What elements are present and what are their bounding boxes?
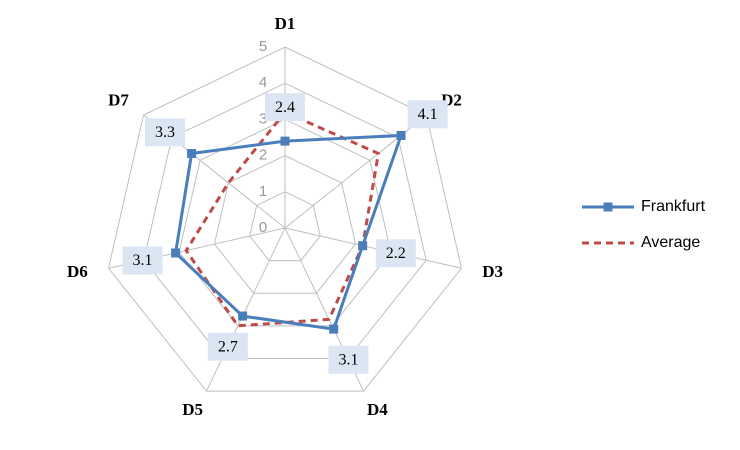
value-label: 3.3 (155, 124, 175, 141)
grid-ring (107, 46, 463, 392)
legend-label: Average (641, 234, 700, 251)
value-label: 2.4 (275, 99, 295, 116)
value-label-group: 2.7 (207, 332, 248, 361)
legend-marker (603, 202, 613, 212)
value-label: 2.2 (386, 245, 406, 262)
marker (358, 241, 368, 251)
tick-label: 3 (259, 110, 267, 127)
tick-label: 2 (259, 147, 267, 164)
value-label-group: 3.3 (145, 118, 186, 147)
value-label-group: 3.1 (328, 345, 369, 374)
marker (171, 248, 181, 258)
axis-label: D1 (275, 14, 296, 33)
value-label-box (122, 246, 163, 275)
value-label-group: 2.4 (265, 93, 305, 122)
value-label-box (145, 118, 186, 147)
marker (280, 136, 290, 146)
legend-label: Frankfurt (641, 198, 706, 215)
axis-label: D3 (482, 262, 503, 281)
marker (187, 149, 197, 159)
value-label-box (207, 332, 248, 361)
axis-label: D4 (367, 400, 388, 419)
grid-ring (213, 155, 357, 294)
tick-label: 1 (259, 183, 267, 200)
marker (238, 311, 248, 321)
spoke (206, 227, 286, 392)
value-label-box (407, 100, 448, 129)
value-label: 2.7 (218, 338, 238, 355)
axis-label: D5 (182, 400, 203, 419)
value-label-box (328, 345, 369, 374)
value-label: 3.1 (132, 252, 152, 269)
tick-label: 4 (259, 74, 267, 91)
value-label-box (375, 239, 416, 268)
marker (396, 130, 406, 140)
grid-ring (249, 191, 321, 262)
tick-label: 5 (259, 38, 267, 55)
value-label-group: 2.2 (375, 239, 416, 268)
marker (329, 324, 339, 334)
axis-label: D7 (108, 90, 129, 109)
value-label-box (265, 93, 305, 122)
tick-label: 0 (259, 219, 267, 236)
spoke (284, 227, 462, 269)
value-label: 3.1 (338, 351, 358, 368)
series-line (173, 133, 404, 331)
grid-ring (143, 82, 427, 359)
value-label: 4.1 (418, 106, 438, 123)
value-label-group: 3.1 (122, 246, 163, 275)
value-label-group: 4.1 (407, 100, 448, 129)
axis-label: D6 (67, 262, 88, 281)
